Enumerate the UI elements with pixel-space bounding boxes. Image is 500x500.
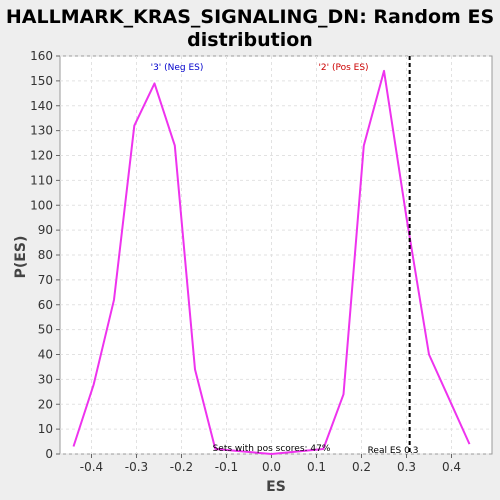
pos-es-label: '2' (Pos ES) xyxy=(318,63,368,73)
series-layer xyxy=(72,69,471,455)
x-tick-label: -0.2 xyxy=(170,460,193,474)
x-tick-label: 0.3 xyxy=(397,460,416,474)
x-tick-label: -0.4 xyxy=(80,460,103,474)
axis-ticks: -0.4 -0.3 -0.2 -0.1 0.0 0.1 0.2 0.3 0.4 0 10 20 30 40… xyxy=(30,49,461,474)
pos-scores-label: Sets with pos scores: 47% xyxy=(213,444,331,454)
grid xyxy=(60,55,492,455)
real-es-label: Real ES 0.3 xyxy=(368,446,419,456)
y-tick-label: 10 xyxy=(38,422,53,436)
y-tick-label: 150 xyxy=(30,74,53,88)
x-tick-label: -0.3 xyxy=(125,460,148,474)
y-tick-label: 50 xyxy=(38,323,53,337)
y-tick-label: 90 xyxy=(38,223,53,237)
y-tick-label: 160 xyxy=(30,49,53,63)
y-tick-label: 70 xyxy=(38,273,53,287)
y-tick-label: 140 xyxy=(30,99,53,113)
x-tick-label: 0.0 xyxy=(262,460,281,474)
x-tick-label: 0.2 xyxy=(352,460,371,474)
series-line xyxy=(72,69,471,455)
chart-title-line-2: distribution xyxy=(187,29,313,51)
y-tick-label: 120 xyxy=(30,149,53,163)
y-axis-label: P(ES) xyxy=(13,236,29,279)
y-tick-label: 40 xyxy=(38,348,53,362)
y-tick-label: 100 xyxy=(30,198,53,212)
y-tick-label: 30 xyxy=(38,372,53,386)
y-tick-label: 60 xyxy=(38,298,53,312)
y-tick-label: 130 xyxy=(30,124,53,138)
y-tick-label: 110 xyxy=(30,173,53,187)
y-tick-label: 0 xyxy=(45,447,53,461)
y-tick-label: 20 xyxy=(38,397,53,411)
y-tick-label: 80 xyxy=(38,248,53,262)
neg-es-label: '3' (Neg ES) xyxy=(151,63,204,73)
x-tick-label: 0.4 xyxy=(442,460,461,474)
x-tick-label: -0.1 xyxy=(215,460,238,474)
x-axis-label: ES xyxy=(266,479,286,495)
chart-title-line-1: HALLMARK_KRAS_SIGNALING_DN: Random ES xyxy=(6,6,494,28)
x-tick-label: 0.1 xyxy=(307,460,326,474)
